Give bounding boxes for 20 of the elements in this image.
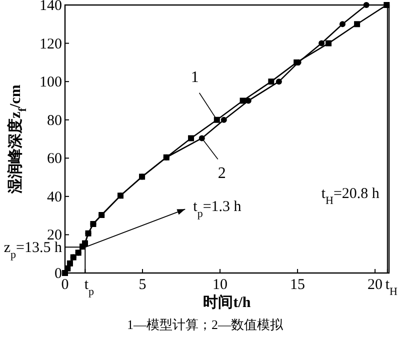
y-tick-label: 140 — [40, 0, 62, 14]
x-axis-title: 时间t/h — [203, 294, 252, 311]
y-tick-label: 60 — [47, 151, 62, 168]
x-tick-label: t$_{H}$ — [385, 277, 398, 298]
y-tick-label: 0 — [54, 266, 62, 282]
y-tick-label: 80 — [47, 112, 62, 129]
y-tick-label: 100 — [40, 74, 62, 91]
ref-line-label: t$_{p}$=1.3 h — [193, 199, 242, 220]
x-tick-label: t$_{p}$ — [84, 277, 94, 298]
legend-label: 2 — [218, 165, 226, 182]
text: 1—模型计算；2—数值模拟 — [127, 317, 284, 332]
x-tick-label: 5 — [138, 277, 146, 293]
text: 1 — [190, 68, 199, 86]
x-tick-label: 20 — [368, 277, 383, 293]
y-tick-label: 40 — [47, 189, 62, 206]
y-tick-label: 120 — [40, 36, 62, 52]
ref-line-label: z$_{p}$=13.5 h — [4, 240, 62, 262]
ref-line-label: t$_{H}$=20.8 h — [321, 186, 380, 207]
x-tick-label: 15 — [290, 277, 306, 293]
x-tick-label: 10 — [212, 277, 228, 293]
